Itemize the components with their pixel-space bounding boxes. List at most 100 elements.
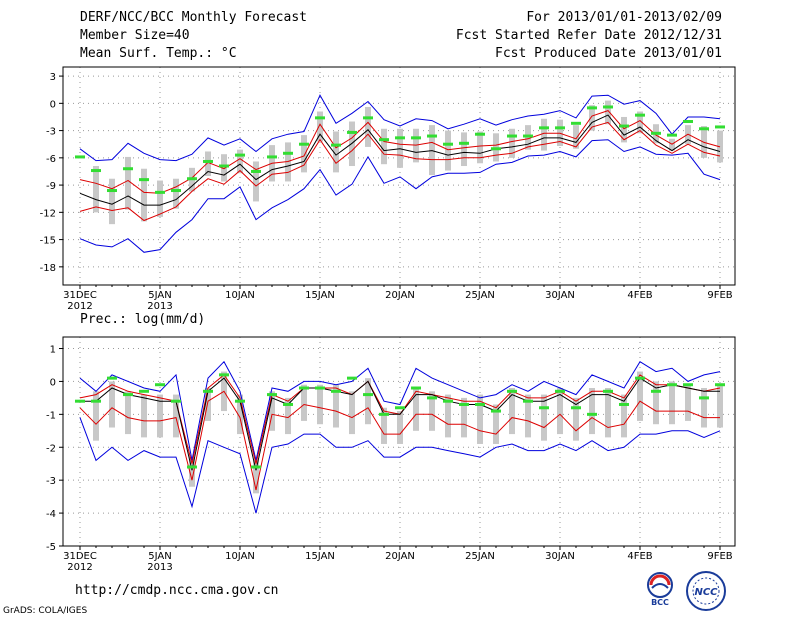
observed-marker [75,399,85,403]
source-url[interactable]: http://cmdp.ncc.cma.gov.cn [75,583,279,598]
series-line-mean [79,114,721,206]
spread-box [365,378,371,425]
ncc-logo-inner [692,577,720,605]
observed-marker [571,406,581,410]
spread-box [573,397,579,441]
spread-box [237,394,243,435]
spread-box [397,128,403,168]
spread-box [285,397,291,435]
x-tick-label: 4FEB [627,290,652,301]
spread-box [109,178,115,225]
spread-box [509,128,515,158]
spread-box [669,381,675,425]
observed-marker [571,121,581,125]
y-tick-label: 0 [50,377,56,388]
x-tick-label: 20JAN [385,290,415,301]
observed-marker [347,130,357,134]
observed-marker [331,389,341,393]
observed-marker [283,151,293,155]
spread-box [301,135,307,173]
observed-marker [395,136,405,140]
observed-marker [635,376,645,380]
observed-marker [219,164,229,168]
observed-marker [363,116,373,120]
spread-box [301,384,307,421]
spread-box [637,371,643,421]
spread-box [189,457,195,487]
x-tick-label: 31DEC [63,290,97,301]
observed-marker [283,402,293,406]
spread-box [477,131,483,164]
observed-marker [523,134,533,138]
spread-box [333,131,339,173]
observed-marker [587,412,597,416]
y-tick-label: -1 [46,410,56,421]
chart-title: DERF/NCC/BCC Monthly Forecast [80,10,307,25]
variable-label: Mean Surf. Temp.: °C [80,46,237,61]
observed-marker [267,155,277,159]
observed-marker [539,406,549,410]
forecast-produced-date: Fcst Produced Date 2013/01/01 [495,46,722,61]
x-tick-sublabel: 2012 [67,562,92,573]
observed-marker [139,178,149,182]
x-tick-label: 10JAN [225,551,255,562]
observed-marker [347,376,357,380]
spread-box [365,106,371,147]
spread-box [461,397,467,438]
spread-box [493,404,499,444]
series-line-min [79,417,721,514]
spread-box [349,391,355,435]
spread-box [269,391,275,431]
series-line-p25 [79,390,720,491]
observed-marker [715,383,725,387]
observed-marker [507,389,517,393]
bcc-logo-arc [649,574,671,586]
observed-marker [667,383,677,387]
observed-marker [619,124,629,128]
observed-marker [123,167,133,171]
member-size-label: Member Size=40 [80,28,190,43]
spread-box [621,394,627,438]
observed-marker [331,143,341,147]
x-tick-label: 10JAN [225,290,255,301]
observed-marker [475,132,485,136]
series-line-p25 [79,121,721,222]
spread-box [509,388,515,435]
observed-marker [235,153,245,157]
spread-box [125,391,131,435]
spread-box [333,384,339,428]
x-tick-sublabel: 2013 [147,562,172,573]
observed-marker [171,189,181,193]
x-tick-label: 30JAN [545,290,575,301]
observed-marker [635,113,645,117]
x-tick-label: 25JAN [465,551,495,562]
series-line-p75 [79,110,721,194]
spread-box [605,388,611,438]
y-tick-label: -3 [46,127,56,138]
observed-marker [187,177,197,181]
observed-marker [299,386,309,390]
spread-box [589,105,595,131]
observed-marker [491,147,501,151]
spread-box [605,100,611,125]
spread-box [429,391,435,431]
y-tick-label: -15 [40,236,56,247]
observed-marker [155,383,165,387]
spread-box [317,111,323,142]
grads-credit: GrADS: COLA/IGES [3,606,88,616]
observed-marker [107,376,117,380]
observed-marker [379,138,389,142]
observed-marker [683,120,693,123]
y-tick-label: -2 [46,443,56,454]
y-tick-label: -6 [46,154,56,165]
spread-box [477,394,483,444]
observed-marker [603,389,613,393]
observed-marker [251,465,261,469]
observed-marker [155,190,165,194]
observed-marker [491,409,501,413]
forecast-start-date: Fcst Started Refer Date 2012/12/31 [455,28,722,43]
spread-box [701,388,707,428]
observed-marker [315,386,325,390]
observed-marker [651,389,661,393]
